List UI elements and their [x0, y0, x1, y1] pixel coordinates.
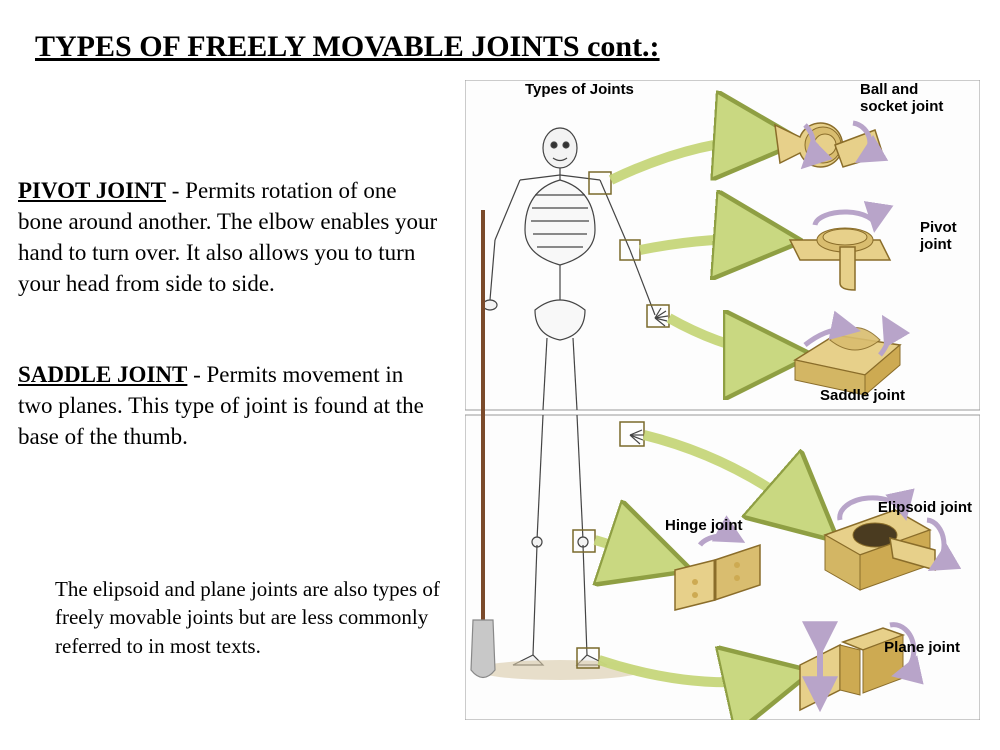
saddle-label: Saddle joint — [820, 388, 905, 405]
saddle-joint-text: SADDLE JOINT - Permits movement in two p… — [18, 359, 443, 452]
pivot-label: Pivot joint — [920, 220, 970, 253]
pivot-joint-name: PIVOT JOINT — [18, 178, 166, 203]
hinge-label: Hinge joint — [665, 518, 743, 535]
diagram-title-label: Types of Joints — [525, 82, 634, 99]
page-title: TYPES OF FREELY MOVABLE JOINTS cont.: — [35, 30, 660, 64]
elipsoid-label: Elipsoid joint — [878, 500, 972, 517]
text-column: PIVOT JOINT - Permits rotation of one bo… — [18, 175, 443, 512]
joints-diagram: Types of Joints Ball and socket joint Pi… — [465, 80, 980, 720]
note-text: The elipsoid and plane joints are also t… — [55, 575, 445, 660]
pivot-joint-text: PIVOT JOINT - Permits rotation of one bo… — [18, 175, 443, 299]
plane-label: Plane joint — [884, 640, 960, 657]
pivot-joint-block: PIVOT JOINT - Permits rotation of one bo… — [18, 175, 443, 299]
saddle-joint-name: SADDLE JOINT — [18, 362, 187, 387]
ball-socket-label: Ball and socket joint — [860, 82, 970, 115]
note-block: The elipsoid and plane joints are also t… — [55, 575, 445, 660]
saddle-joint-block: SADDLE JOINT - Permits movement in two p… — [18, 359, 443, 452]
